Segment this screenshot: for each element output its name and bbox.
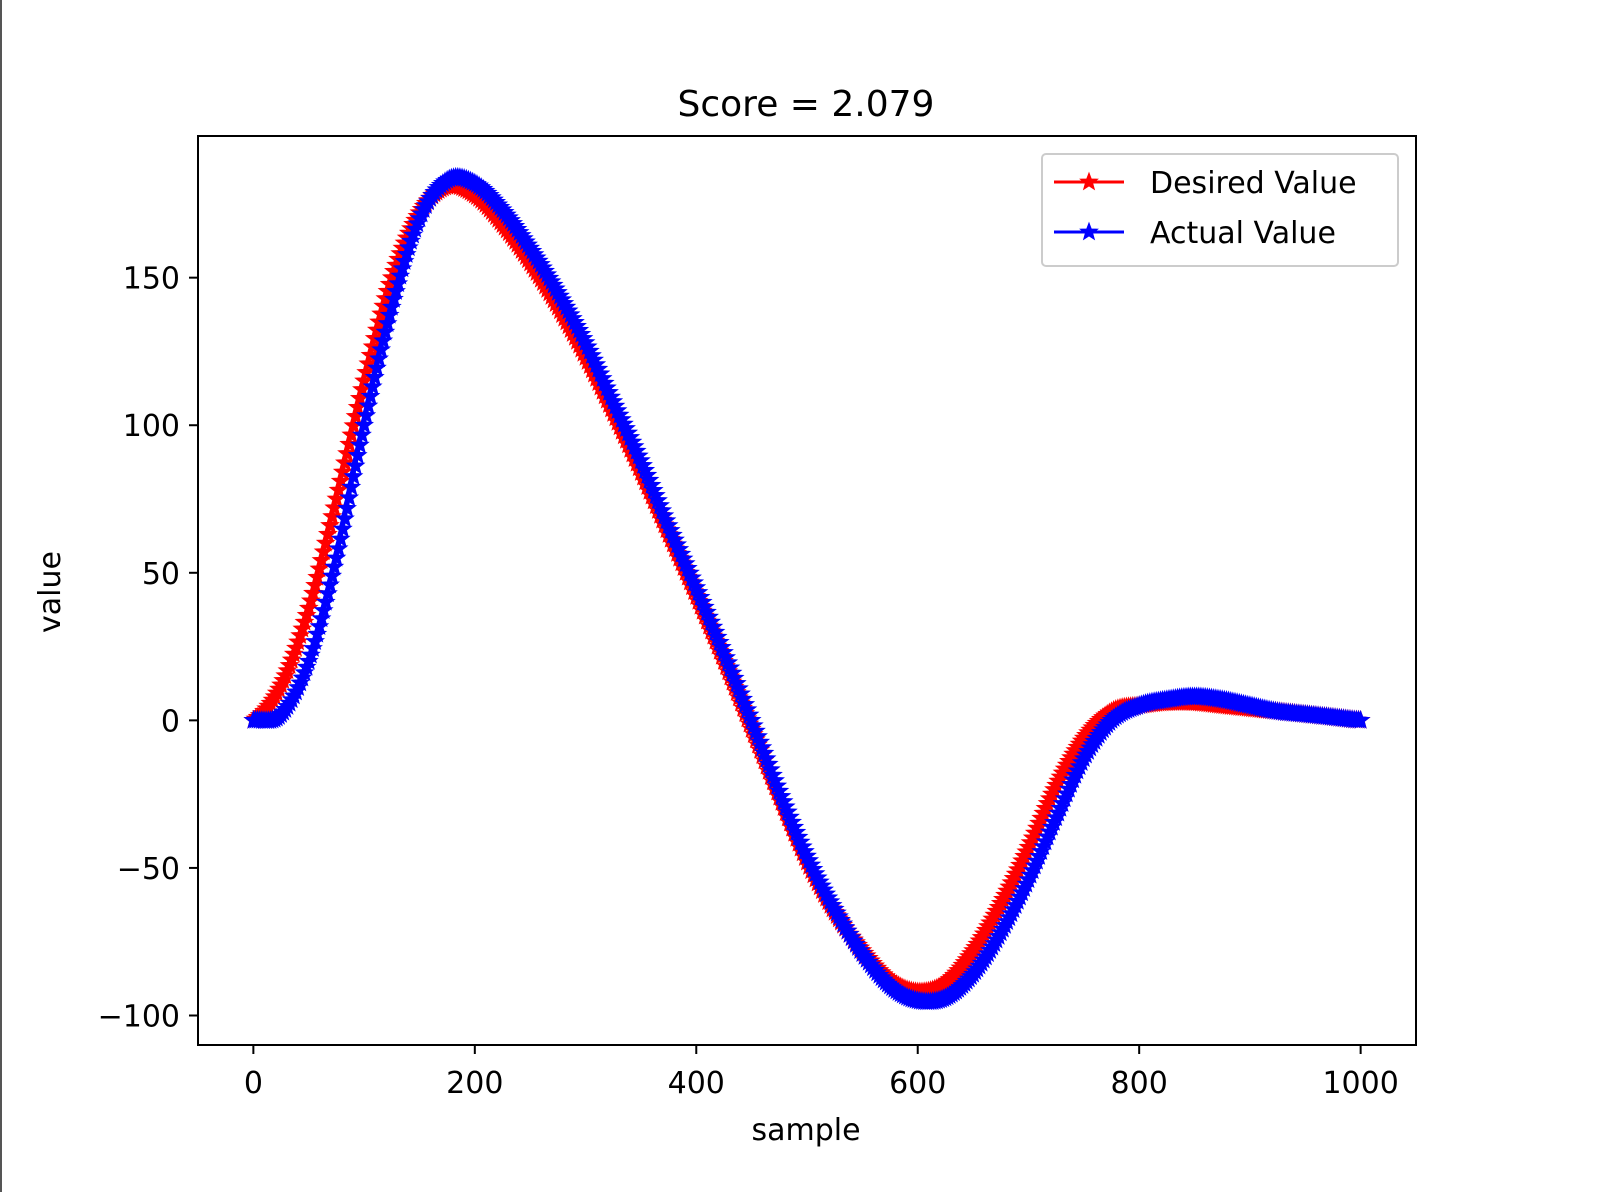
x-tick-label: 1000 [1322,1066,1398,1101]
data-point [335,508,355,528]
x-tick-label: 0 [244,1066,263,1101]
y-axis: −100 −50 0 50 100 150 [98,262,198,1034]
x-tick-label: 400 [668,1066,725,1101]
x-tick-label: 200 [446,1066,503,1101]
y-tick-label: −50 [117,852,180,887]
data-point [339,487,360,507]
legend-label: Actual Value [1150,216,1336,251]
data-point [341,476,362,496]
data-point [347,445,368,464]
data-point [345,455,366,475]
legend-star-icon [1079,221,1099,241]
legend-box [1041,153,1399,267]
series-layer [243,166,1371,1011]
plot-frame [197,135,1417,1046]
window-left-border [0,0,2,1192]
legend-star-icon [1079,171,1099,191]
plot-area [243,166,1371,1011]
chart-title: Score = 2.079 [678,84,935,125]
series-line [253,175,1361,1004]
series-desired-value [243,174,1371,1001]
x-axis: 0 200 400 600 800 1000 [244,1045,1399,1101]
y-tick-label: 100 [123,409,180,444]
series-actual-value [243,166,1371,1011]
y-tick-label: 0 [161,704,180,739]
x-axis-label: sample [751,1113,860,1148]
x-tick-label: 800 [1111,1066,1168,1101]
y-axis-label: value [33,551,68,633]
y-tick-label: 150 [123,262,180,297]
legend: Desired Value Actual Value [1041,153,1399,267]
y-tick-label: −100 [98,999,180,1034]
data-point [332,518,353,538]
y-tick-label: 50 [142,557,180,592]
data-point [337,498,357,517]
legend-label: Desired Value [1150,166,1357,201]
x-tick-label: 600 [889,1066,946,1101]
data-point [1350,709,1371,729]
data-point [343,466,364,486]
